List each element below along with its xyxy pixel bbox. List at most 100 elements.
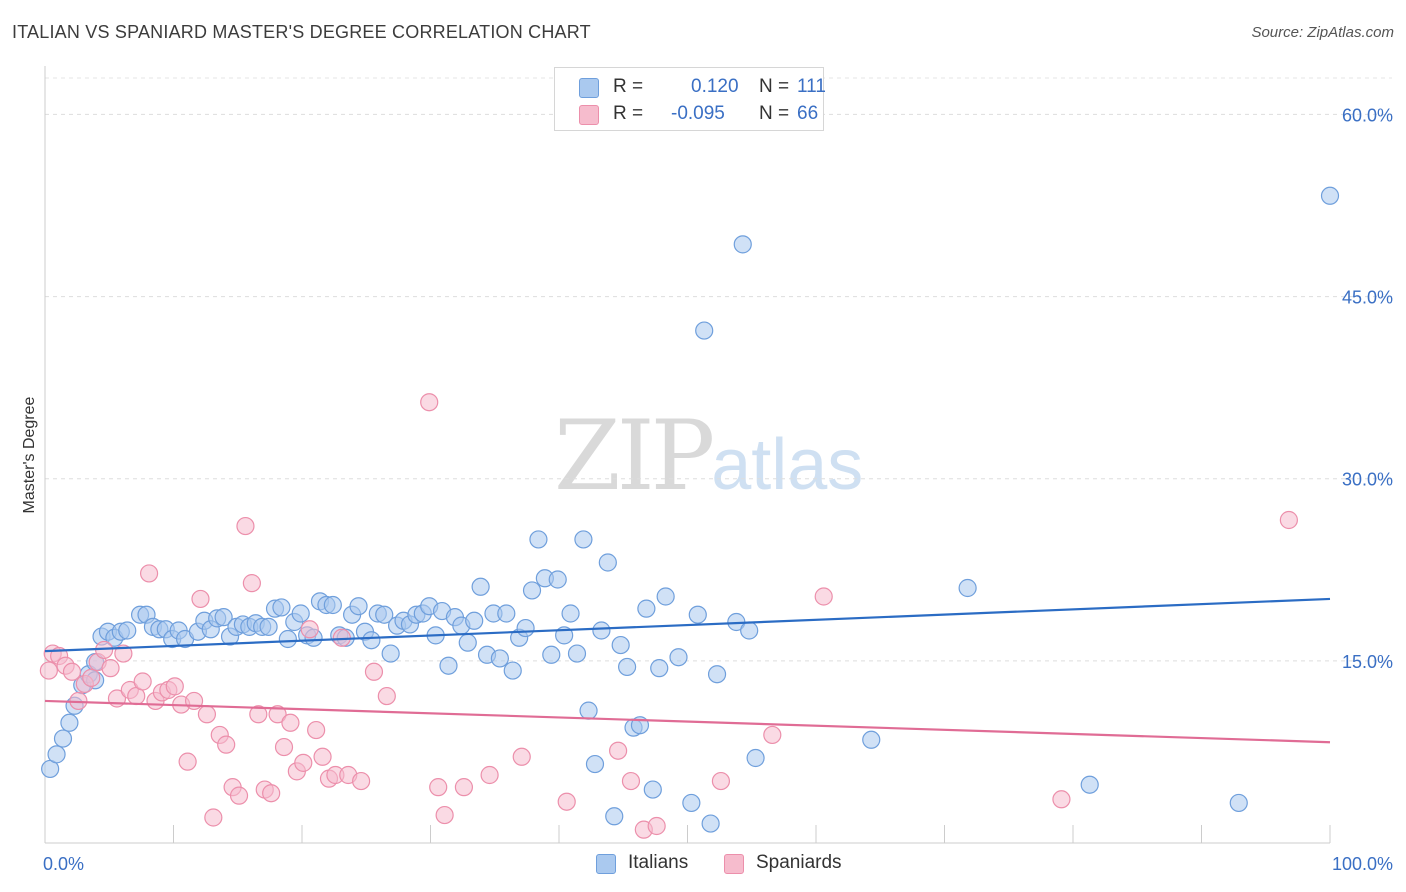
spaniard-point [294, 753, 313, 772]
italian-point [958, 578, 977, 598]
spaniard-point [711, 771, 731, 791]
italian-point [458, 633, 477, 652]
legend-r-value: -0.095 [671, 103, 725, 124]
italian-point [579, 701, 598, 720]
italian-point [707, 665, 727, 684]
italian-point [567, 644, 587, 663]
spaniard-point [364, 662, 384, 681]
italians-trendline [44, 597, 1331, 653]
spaniard-point [429, 778, 448, 797]
spaniard-point [204, 808, 223, 827]
y-tick-label: 15.0% [1342, 652, 1393, 672]
spaniard-point [454, 778, 474, 797]
spaniard-point [62, 662, 82, 681]
spaniard-point [197, 705, 217, 724]
italian-point [561, 604, 580, 623]
spaniard-point [512, 747, 531, 766]
spaniard-point [647, 816, 666, 836]
italian-point [598, 553, 617, 572]
spaniard-point [191, 589, 210, 609]
y-axis-label: Master's Degree [21, 396, 38, 513]
italian-point [618, 657, 637, 677]
spaniard-point [268, 705, 287, 724]
italian-point [574, 530, 593, 549]
legend-n-label: N = [759, 76, 790, 97]
bottom-legend-label-italians: Italians [628, 852, 689, 873]
spaniard-point [300, 620, 319, 639]
italian-point [862, 730, 881, 749]
italian-point [278, 629, 297, 649]
y-tick-label: 30.0% [1342, 470, 1393, 490]
bottom-legend-swatch-spaniards [724, 854, 744, 874]
italian-point [323, 595, 342, 615]
spaniard-point [39, 661, 58, 680]
bottom-legend-swatch-italians [596, 854, 616, 874]
italian-point [746, 748, 765, 768]
bottom-legend-label-spaniards: Spaniards [756, 852, 842, 873]
italian-point [585, 754, 605, 774]
spaniard-point [229, 786, 249, 805]
legend-n-value: 66 [797, 103, 819, 124]
italian-point [349, 597, 368, 616]
spaniard-point [178, 752, 197, 771]
watermark: ZIPatlas [554, 400, 863, 512]
spaniard-point [217, 735, 236, 754]
spaniard-point [480, 765, 499, 785]
italian-point [529, 530, 548, 549]
chart-title: ITALIAN VS SPANIARD MASTER'S DEGREE CORR… [12, 22, 591, 42]
italian-point [522, 581, 542, 600]
spaniard-point [621, 771, 641, 791]
italian-point [60, 713, 79, 732]
italian-point [465, 611, 484, 630]
italian-point [548, 570, 567, 589]
legend-n-label: N = [759, 103, 790, 124]
spaniard-point [420, 393, 439, 412]
legend-swatch-spaniards [579, 105, 599, 125]
italian-point [259, 617, 278, 636]
italian-point [272, 598, 291, 617]
italian-point [497, 604, 516, 623]
spaniard-point [1279, 510, 1298, 530]
italian-point [542, 645, 561, 664]
y-tick-label: 45.0% [1342, 288, 1393, 308]
y-tick-label: 60.0% [1342, 105, 1393, 125]
spaniard-point [609, 741, 628, 760]
spaniard-point [814, 587, 833, 606]
spaniard-point [557, 792, 576, 811]
spaniard-point [274, 737, 294, 757]
italian-point [381, 644, 400, 663]
italian-point [516, 618, 535, 638]
italian-point [471, 577, 490, 596]
source-label: Source: ZipAtlas.com [1251, 24, 1394, 41]
legend-r-label: R = [613, 103, 644, 124]
spaniards-trendline [44, 699, 1331, 744]
legend-r-value: 0.120 [691, 76, 739, 97]
spaniard-point [352, 771, 371, 791]
italian-point [214, 608, 233, 627]
x-tick-label: 0.0% [43, 854, 84, 874]
italian-point [1320, 186, 1340, 205]
spaniard-point [249, 705, 268, 724]
italian-point [1080, 775, 1099, 794]
italian-point [688, 605, 707, 624]
watermark-zip: ZIP [554, 400, 715, 512]
spaniard-point [377, 686, 396, 706]
spaniard-point [281, 713, 300, 732]
italian-point [682, 793, 701, 813]
x-tick-label: 100.0% [1332, 854, 1393, 874]
italian-point [375, 605, 394, 624]
italian-point [695, 321, 714, 340]
italian-point [362, 631, 381, 650]
spaniard-point [262, 784, 281, 803]
spaniard-point [82, 668, 101, 687]
spaniard-point [236, 516, 255, 536]
italian-point [656, 587, 675, 606]
italian-point [503, 661, 522, 680]
legend-swatch-italians [579, 78, 599, 98]
italian-point [669, 648, 688, 667]
spaniard-point [307, 720, 326, 740]
italian-point [118, 621, 137, 640]
italian-point [47, 745, 66, 764]
italian-point [637, 599, 656, 618]
